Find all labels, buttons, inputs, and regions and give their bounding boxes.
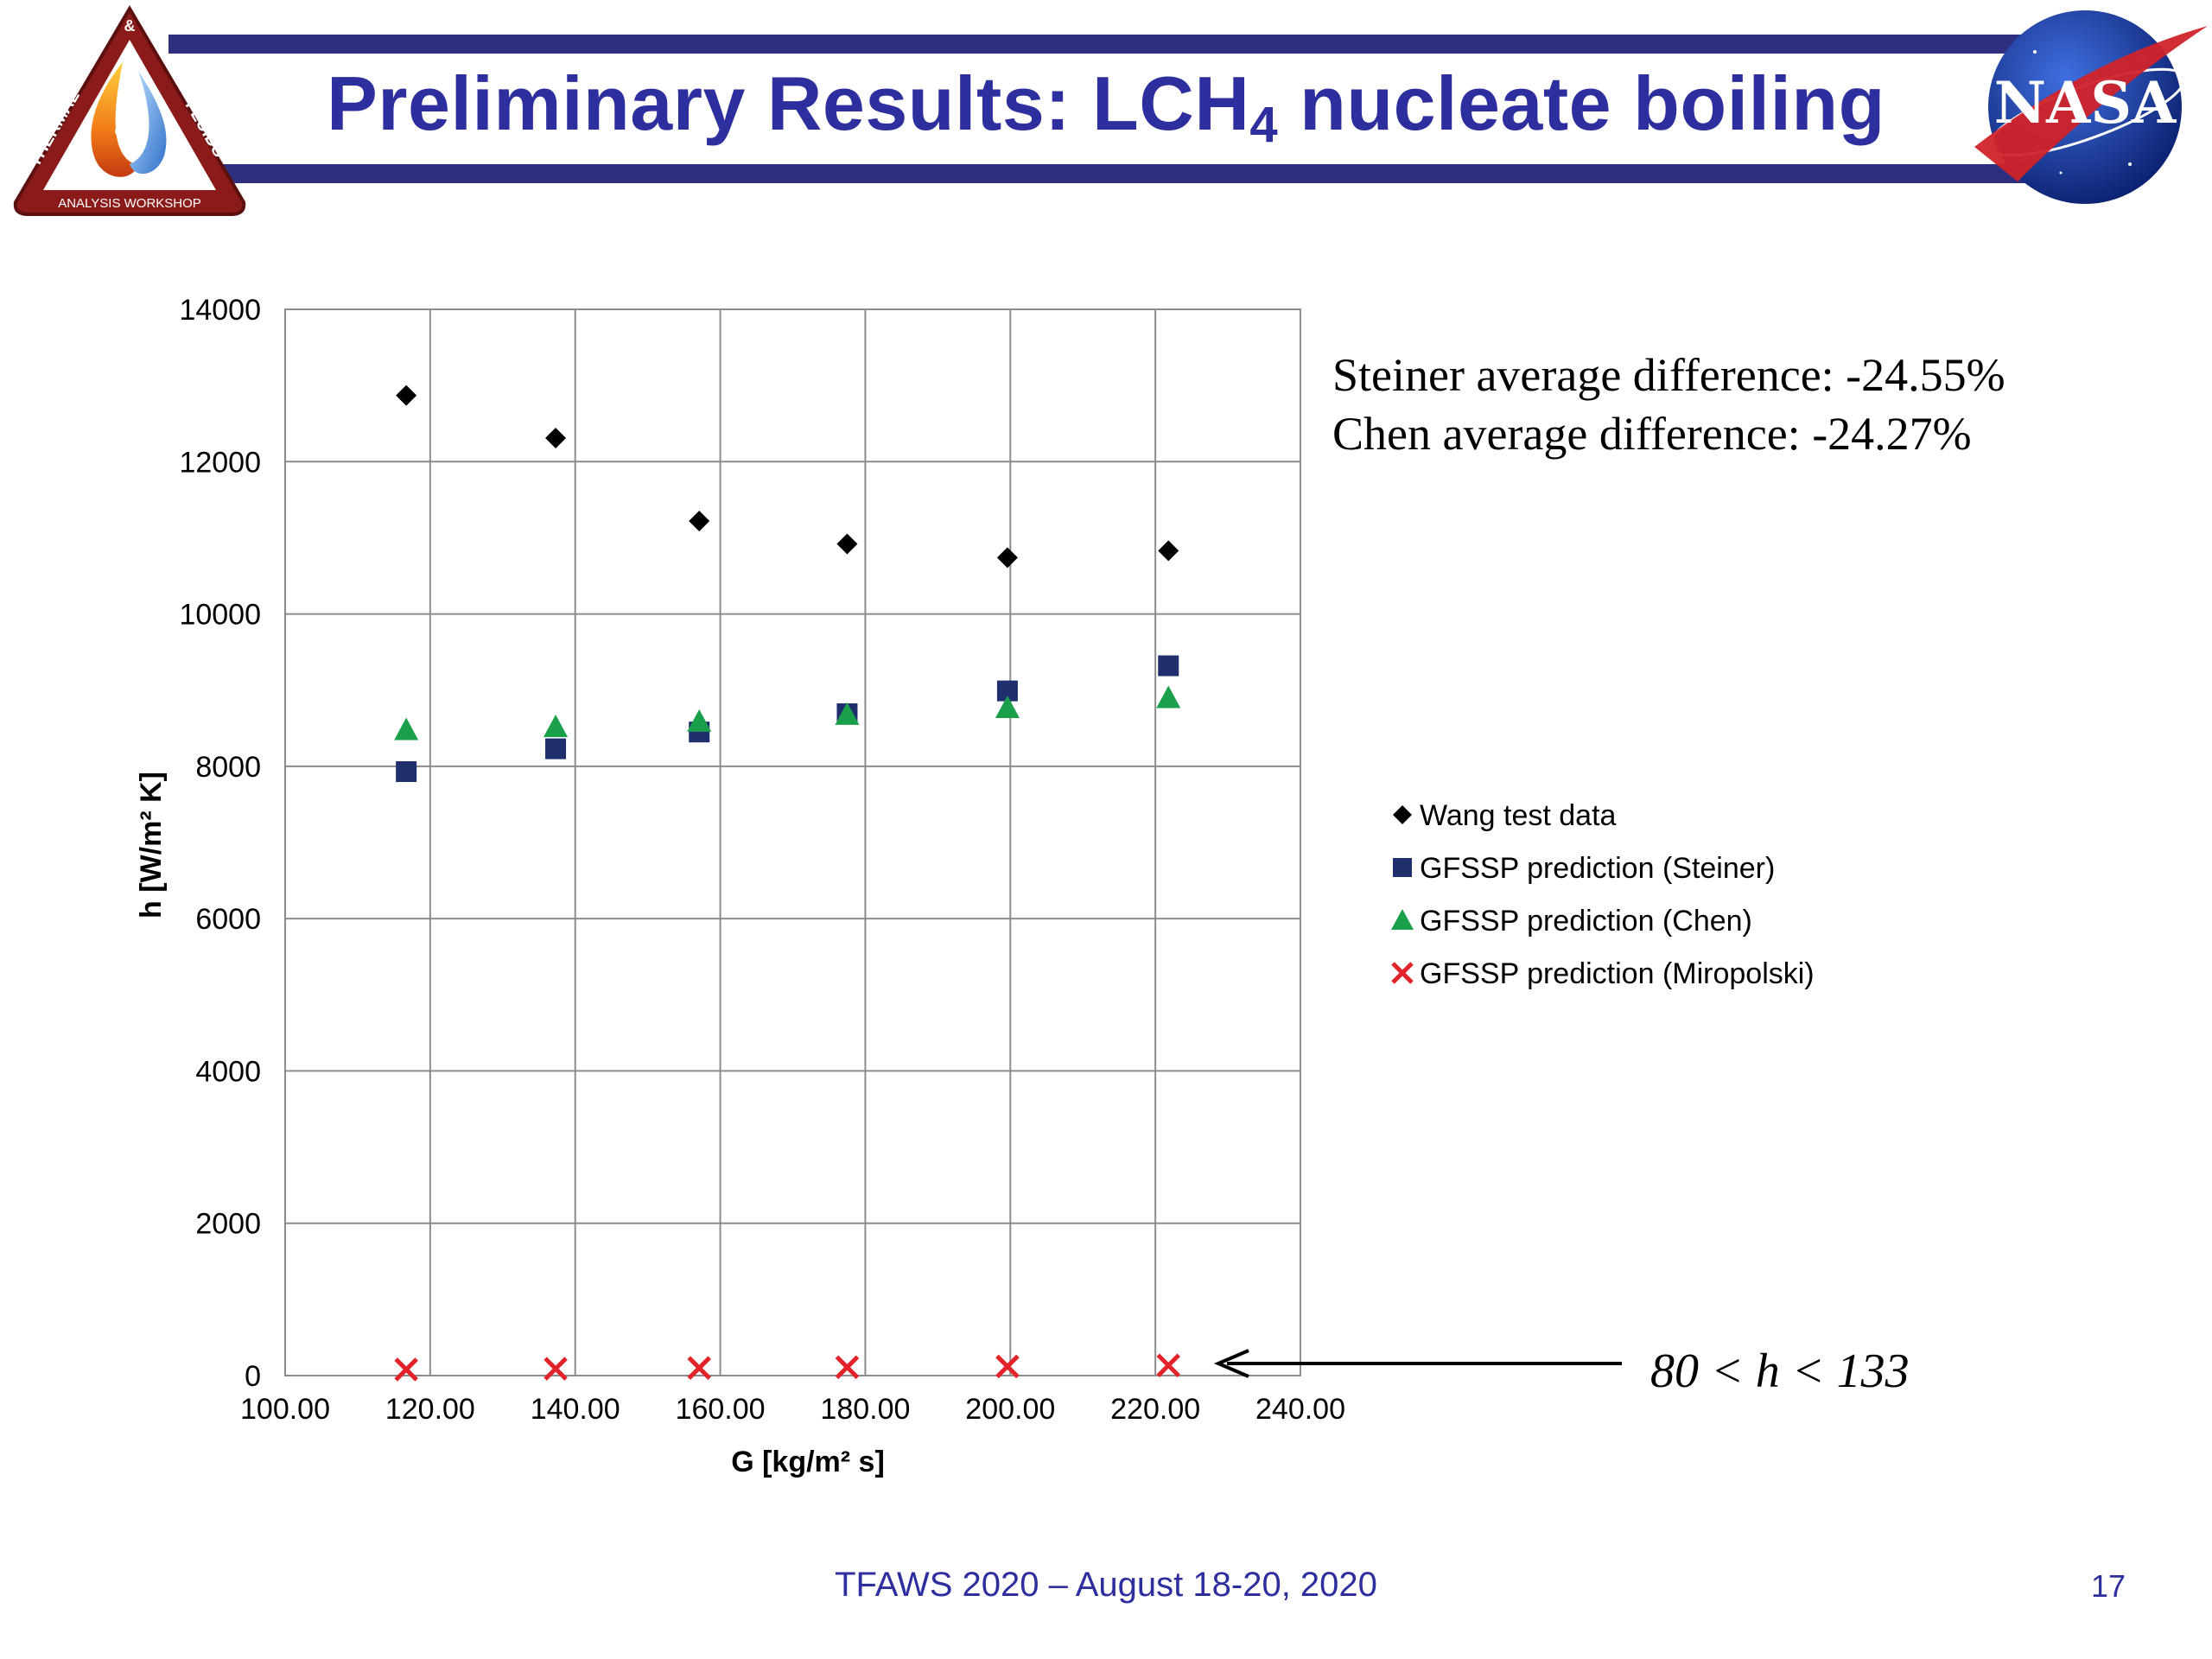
header-bar-bottom bbox=[168, 164, 2039, 183]
x-tick-label: 160.00 bbox=[676, 1393, 766, 1426]
miropolski-data-point bbox=[394, 1357, 418, 1382]
chen-data-point bbox=[543, 715, 569, 738]
chen-difference: Chen average difference: -24.27% bbox=[1332, 408, 1972, 460]
x-tick-label: 180.00 bbox=[820, 1393, 910, 1426]
x-tick-label: 100.00 bbox=[240, 1393, 330, 1426]
chen-data-point bbox=[687, 709, 712, 732]
steiner-data-point bbox=[1158, 655, 1179, 677]
y-tick-label: 2000 bbox=[195, 1208, 261, 1241]
y-tick-label: 0 bbox=[245, 1360, 261, 1393]
footer-text: TFAWS 2020 – August 18-20, 2020 bbox=[835, 1566, 1377, 1604]
x-tick-label: 200.00 bbox=[965, 1393, 1055, 1426]
series-wang bbox=[396, 385, 1179, 569]
legend-item: Wang test data bbox=[1393, 799, 1617, 832]
miropolski-data-point bbox=[835, 1355, 860, 1380]
nasa-logo-text: NASA bbox=[1994, 69, 2177, 137]
series-chen bbox=[394, 685, 1181, 741]
steiner-data-point bbox=[545, 738, 567, 760]
miropolski-data-point bbox=[687, 1356, 711, 1380]
miropolski-data-point bbox=[1156, 1353, 1181, 1378]
legend-item: GFSSP prediction (Miropolski) bbox=[1391, 957, 1815, 990]
title-subscript: 4 bbox=[1249, 97, 1279, 153]
nasa-logo: NASA bbox=[1974, 10, 2208, 204]
legend-marker bbox=[1393, 805, 1412, 824]
logo-ampersand: & bbox=[124, 17, 136, 35]
x-tick-label: 120.00 bbox=[385, 1393, 475, 1426]
y-tick-label: 8000 bbox=[195, 751, 261, 784]
plot-area-border bbox=[284, 308, 1301, 1376]
legend-item: GFSSP prediction (Chen) bbox=[1391, 905, 1752, 938]
series-steiner bbox=[396, 655, 1179, 783]
chart-grid bbox=[284, 308, 1301, 1376]
y-axis-title: h [W/m² K] bbox=[135, 772, 168, 918]
y-tick-label: 4000 bbox=[195, 1055, 261, 1088]
wang-data-point bbox=[545, 427, 567, 448]
legend-label: GFSSP prediction (Miropolski) bbox=[1420, 957, 1815, 990]
miropolski-range-note: 80 < h < 133 bbox=[1650, 1344, 1910, 1398]
tfaws-logo: & THERMAL FLUIDS ANALYSIS WORKSHOP bbox=[13, 5, 246, 216]
wang-data-point bbox=[836, 533, 858, 555]
legend-marker bbox=[1391, 962, 1414, 984]
chen-data-point bbox=[995, 695, 1020, 718]
miropolski-data-point bbox=[543, 1357, 568, 1381]
legend-label: Wang test data bbox=[1420, 799, 1617, 832]
y-tick-label: 6000 bbox=[195, 903, 261, 936]
wang-data-point bbox=[996, 547, 1018, 569]
wang-data-point bbox=[1158, 540, 1179, 562]
legend-marker bbox=[1391, 909, 1414, 930]
steiner-data-point bbox=[396, 761, 417, 783]
x-tick-label: 240.00 bbox=[1255, 1393, 1345, 1426]
legend-item: GFSSP prediction (Steiner) bbox=[1393, 852, 1775, 885]
wang-data-point bbox=[689, 511, 710, 532]
chen-data-point bbox=[1156, 685, 1181, 709]
miropolski-data-point bbox=[995, 1354, 1020, 1379]
x-tick-label: 220.00 bbox=[1110, 1393, 1200, 1426]
series-miropolski bbox=[394, 1353, 1181, 1382]
header-bar-top bbox=[168, 35, 2039, 54]
x-axis-title: G [kg/m² s] bbox=[731, 1446, 885, 1478]
range-arrow-head bbox=[1213, 1349, 1249, 1378]
y-tick-label: 12000 bbox=[179, 446, 261, 479]
legend-label: GFSSP prediction (Steiner) bbox=[1420, 852, 1775, 885]
chen-data-point bbox=[835, 702, 860, 725]
chen-data-point bbox=[394, 717, 419, 741]
chart-axes: 100.00 120.00 140.00 160.00 180.00 200.00 220.… bbox=[179, 294, 1345, 1426]
wang-data-point bbox=[396, 385, 417, 406]
legend-marker bbox=[1393, 858, 1412, 877]
y-tick-label: 14000 bbox=[179, 294, 261, 327]
steiner-difference: Steiner average difference: -24.55% bbox=[1332, 349, 2005, 401]
slide-title: Preliminary Results: LCH4 nucleate boili… bbox=[0, 66, 2212, 150]
y-tick-label: 10000 bbox=[179, 599, 261, 632]
chart-marks bbox=[394, 385, 1181, 1382]
title-rest: nucleate boiling bbox=[1278, 60, 1885, 146]
legend-label: GFSSP prediction (Chen) bbox=[1420, 905, 1752, 938]
chart-legend: Wang test data GFSSP prediction (Steiner)… bbox=[1391, 799, 1815, 990]
page-number: 17 bbox=[2090, 1568, 2126, 1604]
logo-bottom-text: ANALYSIS WORKSHOP bbox=[58, 196, 201, 211]
title-main: Preliminary Results: LCH bbox=[327, 60, 1250, 146]
x-tick-label: 140.00 bbox=[531, 1393, 620, 1426]
